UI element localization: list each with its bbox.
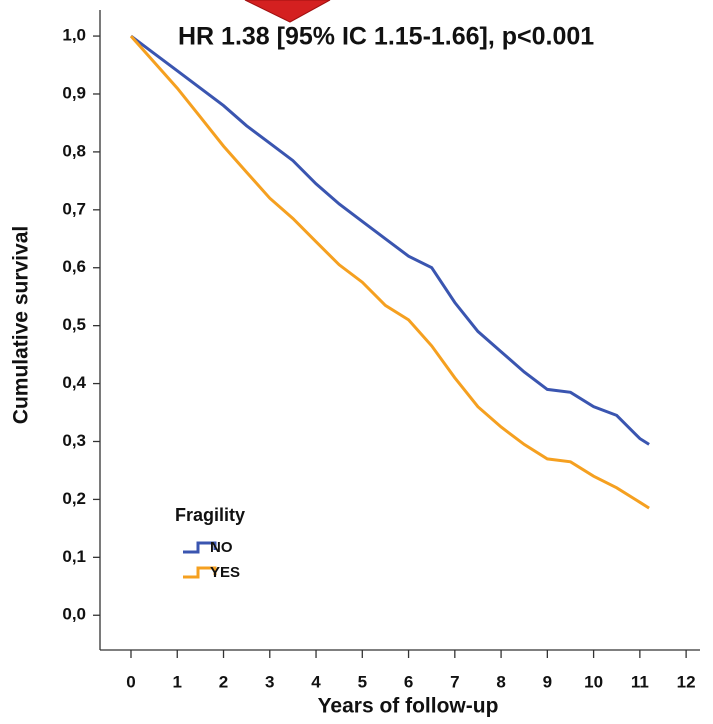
x-tick-label: 9 (543, 672, 552, 691)
legend-swatch (183, 566, 217, 579)
x-tick-label: 0 (126, 672, 135, 691)
chart-title: HR 1.38 [95% IC 1.15-1.66], p<0.001 (178, 23, 594, 51)
legend-label: YES (210, 564, 240, 581)
x-tick-label: 4 (311, 672, 321, 691)
x-tick-label: 3 (265, 672, 274, 691)
legend-title: Fragility (175, 505, 245, 525)
x-axis-label: Years of follow-up (318, 695, 499, 718)
y-tick-label: 0,8 (62, 141, 86, 160)
y-tick-label: 0,0 (62, 605, 86, 624)
y-tick-label: 0,3 (62, 431, 86, 450)
y-tick-label: 0,6 (62, 257, 86, 276)
survival-line (129, 35, 650, 510)
survival-line (130, 34, 650, 446)
x-tick-label: 10 (584, 672, 603, 691)
y-tick-label: 1,0 (62, 26, 86, 45)
x-tick-label: 6 (404, 672, 413, 691)
y-tick-label: 0,1 (62, 547, 86, 566)
y-axis-label: Cumulative survival (10, 226, 33, 424)
x-tick-label: 1 (173, 672, 182, 691)
y-tick-label: 0,4 (62, 373, 86, 392)
y-tick-label: 0,7 (62, 199, 86, 218)
x-tick-label: 7 (450, 672, 459, 691)
decoration (244, 0, 331, 23)
x-tick-label: 5 (358, 672, 367, 691)
x-tick-label: 2 (219, 672, 228, 691)
legend-label: NO (210, 539, 233, 556)
y-tick-label: 0,5 (62, 315, 86, 334)
y-tick-label: 0,9 (62, 83, 86, 102)
y-tick-label: 0,2 (62, 489, 86, 508)
x-tick-label: 12 (677, 672, 696, 691)
x-tick-label: 11 (631, 672, 649, 691)
x-tick-label: 8 (496, 672, 505, 691)
legend-swatch (183, 541, 217, 554)
